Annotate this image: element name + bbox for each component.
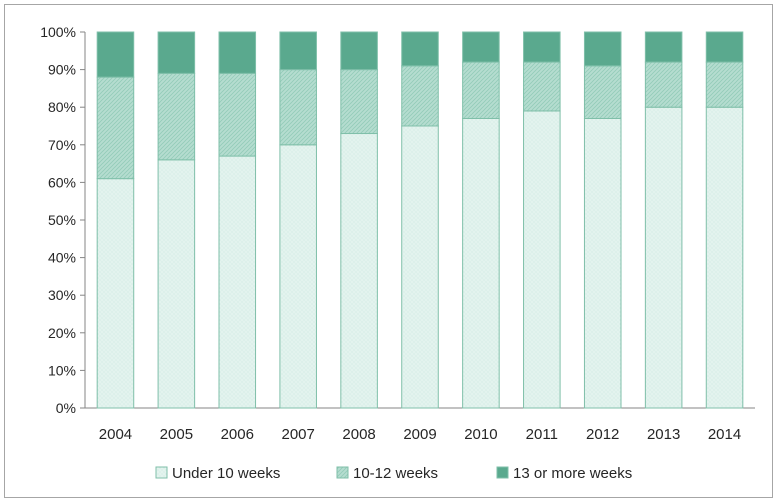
bar-segment: [401, 31, 439, 67]
legend-swatch: [155, 466, 168, 479]
x-axis-labels: 2004 2005 2006 2007 2008 2009 2010 2011 2012 2013…: [99, 426, 741, 443]
chart-frame: 0% 10% 20% 30% 40% 50% 60% 70% 80% 90% 100% 2004 20…: [4, 4, 773, 498]
y-tick-label: 80%: [48, 99, 76, 115]
bar-segment: [644, 61, 683, 108]
bar-segment: [96, 76, 135, 180]
legend: Under 10 weeks 10-12 weeks 13 or more week…: [155, 465, 632, 482]
x-tick-label: 2004: [99, 426, 132, 443]
bar-segment: [340, 133, 378, 409]
legend-swatch: [336, 466, 349, 479]
legend-label: 10-12 weeks: [353, 465, 438, 482]
bar-segment: [462, 117, 500, 409]
bar-segment: [218, 31, 257, 74]
bar-segment: [705, 31, 744, 63]
y-tick-label: 100%: [40, 24, 76, 40]
y-tick-label: 20%: [48, 325, 76, 341]
y-tick-label: 60%: [48, 174, 76, 190]
bar-segment: [644, 106, 683, 409]
legend-item: 10-12 weeks: [336, 465, 438, 482]
y-tick-label: 0%: [56, 400, 76, 416]
y-tick-label: 90%: [48, 62, 76, 78]
x-tick-label: 2008: [342, 426, 375, 443]
bar-segment: [583, 117, 622, 409]
bar-segment: [523, 110, 561, 409]
bar-segment: [644, 31, 683, 63]
bar-segment: [705, 106, 744, 409]
x-tick-label: 2007: [281, 426, 314, 443]
legend-item: Under 10 weeks: [155, 465, 280, 482]
stacked-bar-chart: 0%10%20%30%40%50%60%70%80%90%100% 2004 20…: [40, 24, 755, 482]
bar-segment: [157, 31, 196, 74]
x-tick-label: 2010: [464, 426, 497, 443]
bar-segment: [157, 159, 196, 409]
y-tick-label: 50%: [48, 212, 76, 228]
bar-segment: [583, 65, 622, 119]
y-axis: 0% 10% 20% 30% 40% 50% 60% 70% 80% 90% 100%: [40, 24, 755, 416]
y-tick-label: 70%: [48, 137, 76, 153]
bar-segment: [705, 61, 744, 108]
bar-segment: [279, 31, 317, 71]
bar-segment: [523, 61, 561, 112]
bar-segment: [523, 31, 561, 63]
bar-segment: [279, 144, 317, 409]
bar-segment: [340, 69, 378, 135]
x-tick-label: 2005: [160, 426, 193, 443]
bar-segment: [401, 125, 439, 409]
bar-segment: [401, 65, 439, 127]
x-tick-label: 2009: [403, 426, 436, 443]
x-tick-label: 2014: [708, 426, 741, 443]
legend-item: 13 or more weeks: [496, 465, 632, 482]
x-tick-label: 2013: [647, 426, 680, 443]
bar-segment: [462, 31, 500, 63]
bar-segment: [218, 155, 257, 409]
legend-label: Under 10 weeks: [172, 465, 280, 482]
bar-segment: [157, 72, 196, 161]
x-tick-label: 2006: [221, 426, 254, 443]
bar-segment: [218, 72, 257, 157]
x-tick-label: 2012: [586, 426, 619, 443]
bar-segment: [462, 61, 500, 119]
bar-segment: [340, 31, 378, 71]
legend-swatch: [496, 466, 509, 479]
x-tick-label: 2011: [526, 426, 558, 443]
legend-label: 13 or more weeks: [513, 465, 632, 482]
bar-segment: [96, 31, 135, 78]
bar-segment: [96, 178, 135, 409]
y-tick-label: 10%: [48, 362, 76, 378]
bar-segment: [583, 31, 622, 67]
bar-segment: [279, 69, 317, 146]
y-tick-label: 30%: [48, 287, 76, 303]
y-tick-label: 40%: [48, 250, 76, 266]
bars: [96, 31, 744, 409]
